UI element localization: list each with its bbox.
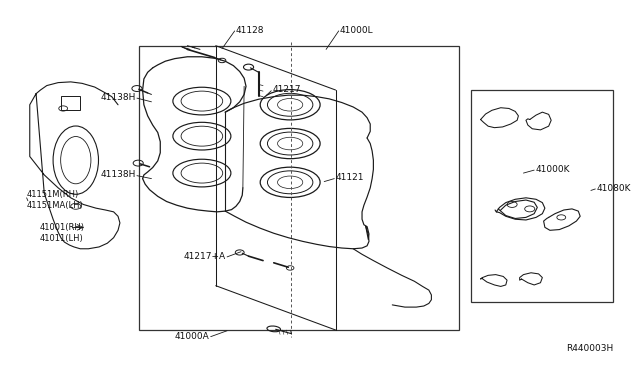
Text: 41000L: 41000L: [340, 26, 374, 35]
Text: 41151MA(LH): 41151MA(LH): [27, 201, 83, 210]
Text: 41138H: 41138H: [100, 170, 136, 179]
Text: R440003H: R440003H: [566, 344, 613, 353]
Text: 41080K: 41080K: [596, 184, 631, 193]
Text: 41128: 41128: [236, 26, 264, 35]
Text: 41121: 41121: [335, 173, 364, 182]
Text: 41217: 41217: [273, 85, 301, 94]
Text: 41217+A: 41217+A: [184, 252, 226, 262]
Text: 41001(RH): 41001(RH): [39, 223, 84, 232]
Bar: [471, 90, 613, 302]
Text: 41000A: 41000A: [175, 332, 209, 341]
Text: 41151M(RH): 41151M(RH): [27, 190, 79, 199]
Text: 41000K: 41000K: [536, 165, 570, 174]
Bar: [139, 46, 458, 330]
Text: 41138H: 41138H: [100, 93, 136, 102]
Text: 41011(LH): 41011(LH): [39, 234, 83, 243]
Bar: [61, 96, 80, 110]
